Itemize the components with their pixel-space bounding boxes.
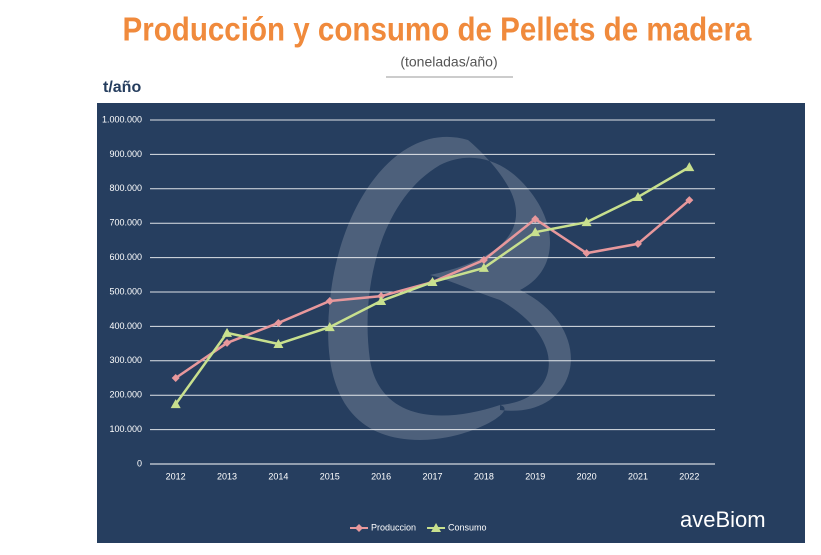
marker: [530, 227, 541, 237]
x-tick-label: 2012: [166, 471, 186, 481]
marker: [222, 327, 233, 337]
x-tick-label: 2016: [371, 471, 391, 481]
y-tick-label: 100.000: [109, 424, 142, 434]
marker: [170, 399, 181, 409]
x-tick-label: 2014: [268, 471, 288, 481]
marker: [581, 217, 592, 227]
marker: [171, 374, 180, 382]
marker: [376, 295, 387, 305]
logo: aveBiom: [680, 507, 766, 532]
marker: [355, 524, 363, 532]
marker: [582, 249, 591, 258]
marker: [325, 296, 334, 305]
y-tick-label: 700.000: [109, 218, 142, 228]
y-tick-label: 1.000.000: [102, 114, 142, 124]
legend-label: Produccion: [371, 522, 416, 532]
x-tick-label: 2018: [474, 471, 494, 481]
y-axis-label: t/año: [103, 79, 141, 96]
plot-panel: [97, 103, 805, 543]
marker: [431, 523, 442, 532]
y-tick-label: 400.000: [109, 321, 142, 331]
watermark: [328, 136, 571, 440]
marker: [274, 318, 283, 327]
x-tick-label: 2022: [679, 471, 699, 481]
marker: [324, 322, 335, 332]
marker: [427, 277, 438, 287]
marker: [633, 239, 642, 248]
y-tick-label: 600.000: [109, 252, 142, 262]
marker: [684, 162, 695, 172]
x-tick-label: 2019: [525, 471, 545, 481]
marker: [273, 338, 284, 348]
marker: [632, 192, 643, 202]
marker: [531, 215, 540, 224]
x-tick-label: 2020: [577, 471, 597, 481]
marker: [478, 262, 489, 272]
y-tick-label: 200.000: [109, 390, 142, 400]
x-tick-label: 2015: [320, 471, 340, 481]
marker: [685, 196, 694, 205]
y-tick-label: 0: [137, 458, 142, 468]
x-tick-label: 2021: [628, 471, 648, 481]
marker: [479, 256, 488, 265]
y-tick-label: 300.000: [109, 355, 142, 365]
chart-title: Producción y consumo de Pellets de mader…: [123, 11, 753, 48]
x-tick-label: 2017: [422, 471, 442, 481]
chart-subtitle: (toneladas/año): [400, 54, 497, 70]
y-tick-label: 500.000: [109, 286, 142, 296]
x-tick-label: 2013: [217, 471, 237, 481]
legend-label: Consumo: [448, 522, 487, 532]
marker: [223, 338, 232, 347]
y-tick-label: 900.000: [109, 149, 142, 159]
y-tick-label: 800.000: [109, 183, 142, 193]
